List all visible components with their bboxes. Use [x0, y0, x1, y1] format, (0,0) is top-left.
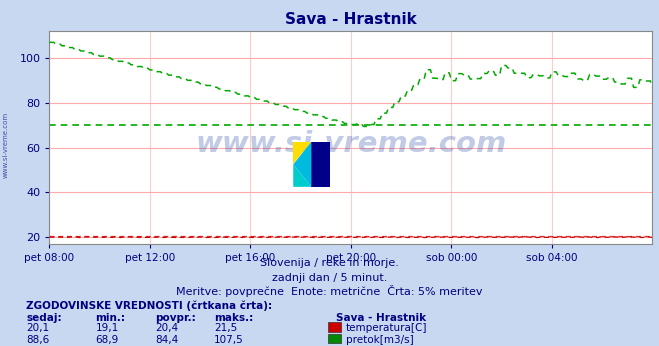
- Polygon shape: [312, 142, 330, 187]
- Text: Slovenija / reke in morje.: Slovenija / reke in morje.: [260, 258, 399, 268]
- Text: temperatura[C]: temperatura[C]: [346, 324, 428, 334]
- Title: Sava - Hrastnik: Sava - Hrastnik: [285, 12, 416, 27]
- Text: min.:: min.:: [96, 313, 126, 323]
- Text: 21,5: 21,5: [214, 324, 237, 334]
- Text: Sava - Hrastnik: Sava - Hrastnik: [336, 313, 426, 323]
- Polygon shape: [293, 142, 312, 187]
- Text: 68,9: 68,9: [96, 335, 119, 345]
- Text: Meritve: povprečne  Enote: metrične  Črta: 5% meritev: Meritve: povprečne Enote: metrične Črta:…: [176, 285, 483, 297]
- Text: 84,4: 84,4: [155, 335, 178, 345]
- Polygon shape: [293, 164, 312, 187]
- Text: maks.:: maks.:: [214, 313, 254, 323]
- Text: pretok[m3/s]: pretok[m3/s]: [346, 335, 414, 345]
- Text: 20,1: 20,1: [26, 324, 49, 334]
- Text: 19,1: 19,1: [96, 324, 119, 334]
- Text: ZGODOVINSKE VREDNOSTI (črtkana črta):: ZGODOVINSKE VREDNOSTI (črtkana črta):: [26, 300, 272, 311]
- Text: www.si-vreme.com: www.si-vreme.com: [195, 130, 507, 158]
- Text: 88,6: 88,6: [26, 335, 49, 345]
- Text: zadnji dan / 5 minut.: zadnji dan / 5 minut.: [272, 273, 387, 283]
- Text: povpr.:: povpr.:: [155, 313, 196, 323]
- Text: 107,5: 107,5: [214, 335, 244, 345]
- Text: www.si-vreme.com: www.si-vreme.com: [2, 112, 9, 179]
- Polygon shape: [293, 142, 312, 164]
- Text: sedaj:: sedaj:: [26, 313, 62, 323]
- Text: 20,4: 20,4: [155, 324, 178, 334]
